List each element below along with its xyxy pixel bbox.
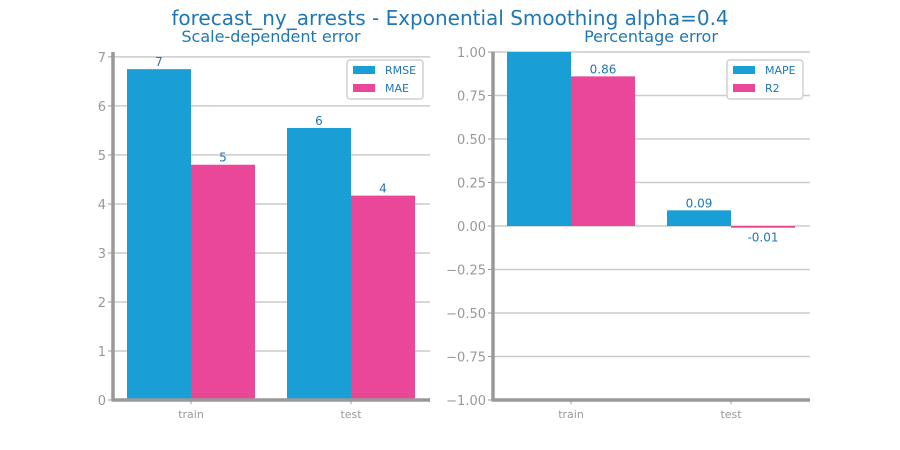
chart-panel-percentage-error: Percentage error −1.00 −0.75 −0.50 −0.25 0.0… <box>446 27 810 421</box>
y-tick-label: 0.75 <box>457 90 486 105</box>
legend-swatch-rmse <box>353 66 375 74</box>
x-tick-label: test <box>720 408 742 421</box>
panel-title-percentage-error: Percentage error <box>584 27 718 46</box>
bar-r2-train <box>571 76 635 226</box>
y-tick-label: −0.25 <box>446 264 486 279</box>
y-tick-label: 5 <box>98 149 106 164</box>
x-tick-label: train <box>558 408 584 421</box>
y-tick-label: 3 <box>98 247 106 262</box>
y-tick-label: 6 <box>98 100 106 115</box>
data-label: 0.86 <box>590 62 617 76</box>
x-tick-label: train <box>178 408 204 421</box>
legend-swatch-r2 <box>733 84 755 92</box>
legend-swatch-mape <box>733 66 755 74</box>
panel-title-scale-error: Scale-dependent error <box>181 27 361 46</box>
bar-r2-test <box>731 226 795 228</box>
legend-swatch-mae <box>353 84 375 92</box>
legend-label-r2: R2 <box>765 82 780 95</box>
x-tick-label: test <box>340 408 362 421</box>
bar-mape-train <box>507 52 571 226</box>
y-tick-label: 0 <box>98 394 106 409</box>
y-tick-label: −1.00 <box>446 394 486 409</box>
data-label: 6 <box>315 114 323 128</box>
bar-mae-train <box>191 164 255 400</box>
y-tick-label: −0.50 <box>446 307 486 322</box>
figure-title: forecast_ny_arrests - Exponential Smooth… <box>171 6 728 30</box>
y-tick-label: 4 <box>98 198 106 213</box>
data-label: 0.09 <box>686 196 713 210</box>
bar-rmse-test <box>287 127 351 400</box>
y-tick-label: 0.00 <box>457 220 486 235</box>
legend-label-mape: MAPE <box>765 64 796 77</box>
y-tick-label: 0.50 <box>457 133 486 148</box>
chart-panel-scale-error: Scale-dependent error 0 1 2 3 4 5 6 7 7 5 train 6 4 t… <box>98 27 430 421</box>
y-tick-label: 7 <box>98 51 106 66</box>
legend-label-mae: MAE <box>385 82 409 95</box>
data-label: -0.01 <box>747 231 778 245</box>
bar-mape-test <box>667 210 731 226</box>
bar-rmse-train <box>127 69 191 400</box>
y-tick-label: 0.25 <box>457 177 486 192</box>
bar-mae-test <box>351 195 415 400</box>
data-label: 4 <box>379 182 387 196</box>
y-tick-label: 1.00 <box>457 46 486 61</box>
data-label: 5 <box>219 151 227 165</box>
y-tick-label: −0.75 <box>446 351 486 366</box>
data-label: 7 <box>155 55 163 69</box>
y-tick-label: 1 <box>98 345 106 360</box>
legend-label-rmse: RMSE <box>385 64 416 77</box>
y-tick-label: 2 <box>98 296 106 311</box>
